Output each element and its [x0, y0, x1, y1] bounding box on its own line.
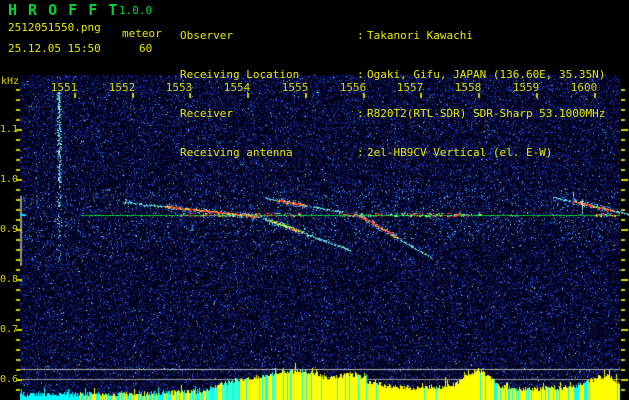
y-axis-tick-label: 1.1: [0, 124, 19, 135]
info-label: Receiver: [180, 107, 233, 120]
x-axis-tick-label: 1553: [165, 81, 193, 94]
info-row-observer: Observer: Takanori Kawachi: [180, 29, 605, 42]
station-info-block: Observer: Takanori Kawachi Receiving Loca…: [180, 3, 605, 185]
info-value: 2el-HB9CV Vertical (el. E-W): [367, 146, 553, 159]
y-axis-tick-label: 0.9: [0, 224, 19, 235]
info-label: Observer: [180, 29, 233, 42]
x-axis-tick-label: 1600: [570, 81, 598, 94]
info-separator: :: [357, 68, 364, 81]
info-value: Ogaki, Gifu, JAPAN (136.60E, 35.35N): [367, 68, 606, 81]
output-filename: 2512051550.png: [8, 21, 101, 34]
info-row-location: Receiving Location: Ogaki, Gifu, JAPAN (1…: [180, 68, 605, 81]
datetime-label: 25.12.05 15:50: [8, 42, 101, 55]
y-axis-unit-label: kHz: [1, 76, 20, 87]
info-label: Receiving antenna: [180, 146, 293, 159]
y-axis-tick-label: 0.7: [0, 324, 19, 335]
y-axis-tick-label: 0.6: [0, 374, 19, 385]
x-axis-tick-label: 1557: [396, 81, 424, 94]
x-axis-tick-label: 1558: [454, 81, 482, 94]
info-row-antenna: Receiving antenna:2el-HB9CV Vertical (el…: [180, 146, 605, 159]
mode-label: meteor: [122, 27, 162, 40]
info-row-receiver: Receiver: R820T2(RTL-SDR) SDR-Sharp 53.10…: [180, 107, 605, 120]
app-version: 1.0.0: [119, 4, 153, 17]
info-separator: :: [357, 29, 364, 42]
info-value: Takanori Kawachi: [367, 29, 473, 42]
x-axis-tick-label: 1552: [108, 81, 136, 94]
info-value: R820T2(RTL-SDR) SDR-Sharp 53.1000MHz: [367, 107, 606, 120]
info-label: Receiving Location: [180, 68, 300, 81]
x-axis-tick-label: 1559: [512, 81, 540, 94]
x-axis-tick-label: 1554: [223, 81, 251, 94]
info-separator: :: [357, 146, 364, 159]
y-axis-tick-label: 0.8: [0, 274, 19, 285]
interval-label: 60: [139, 42, 153, 55]
y-axis-tick-label: 1.0: [0, 174, 19, 185]
x-axis-tick-label: 1551: [50, 81, 78, 94]
x-axis-tick-label: 1556: [339, 81, 367, 94]
x-axis-tick-label: 1555: [281, 81, 309, 94]
info-separator: :: [357, 107, 364, 120]
app-title: H R O F F T: [8, 1, 119, 19]
